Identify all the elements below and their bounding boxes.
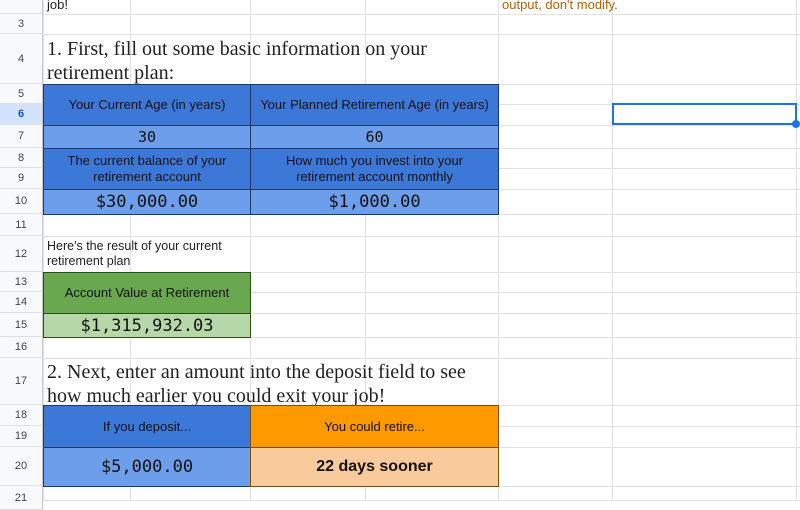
current-age-input[interactable]: 30: [43, 125, 251, 149]
row-gridline: [43, 34, 800, 35]
selected-cell[interactable]: [612, 103, 797, 125]
row-header-19[interactable]: 19: [0, 426, 43, 447]
current-age-label: Your Current Age (in years): [43, 84, 251, 126]
retire-age-label: Your Planned Retirement Age (in years): [250, 84, 499, 126]
row-header-8[interactable]: 8: [0, 148, 43, 168]
result-intro: Here's the result of your current retire…: [47, 239, 222, 268]
retire-sooner-label: You could retire...: [250, 405, 499, 448]
row-header-10[interactable]: 10: [0, 189, 43, 214]
row-gridline: [43, 236, 800, 237]
row-gridline: [43, 292, 800, 293]
fill-handle[interactable]: [792, 120, 800, 128]
deposit-label: If you deposit...: [43, 405, 251, 448]
row-header-4[interactable]: 4: [0, 34, 43, 84]
column-gridline: [43, 0, 44, 500]
monthly-label: How much you invest into your retirement…: [250, 148, 499, 190]
row-header-11[interactable]: 11: [0, 214, 43, 236]
row-header-17[interactable]: 17: [0, 358, 43, 405]
row-header-18[interactable]: 18: [0, 405, 43, 426]
row-header[interactable]: [0, 0, 43, 14]
retire-sooner-output: 22 days sooner: [250, 447, 499, 487]
row-header-6[interactable]: 6: [0, 104, 43, 125]
row-header-14[interactable]: 14: [0, 292, 43, 313]
deposit-input[interactable]: $5,000.00: [43, 447, 251, 487]
row-header-12[interactable]: 12: [0, 236, 43, 272]
row-gridline: [43, 337, 800, 338]
row-header-15[interactable]: 15: [0, 313, 43, 337]
top-note-text: output, don't modify.: [502, 0, 618, 12]
row-gridline: [43, 272, 800, 273]
row-gridline: [43, 358, 800, 359]
balance-label: The current balance of your retirement a…: [43, 148, 251, 190]
row-header-13[interactable]: 13: [0, 272, 43, 292]
column-gridline: [796, 0, 797, 500]
row-header-5[interactable]: 5: [0, 84, 43, 104]
top-left-text: job!: [47, 0, 68, 12]
row-header-20[interactable]: 20: [0, 447, 43, 486]
column-gridline: [250, 0, 251, 500]
row-gridline: [43, 14, 800, 15]
column-gridline: [612, 0, 613, 500]
row-gridline: [43, 500, 800, 501]
row-header-3[interactable]: 3: [0, 14, 43, 34]
retire-age-input[interactable]: 60: [250, 125, 499, 149]
section1-heading: 1. First, fill out some basic informatio…: [47, 38, 427, 84]
section2-heading: 2. Next, enter an amount into the deposi…: [47, 361, 466, 407]
row-header-7[interactable]: 7: [0, 125, 43, 148]
row-header-21[interactable]: 21: [0, 486, 43, 510]
account-value-output: $1,315,932.03: [43, 313, 251, 338]
monthly-input[interactable]: $1,000.00: [250, 189, 499, 215]
row-gridline: [43, 313, 800, 314]
row-header-16[interactable]: 16: [0, 337, 43, 358]
account-value-label: Account Value at Retirement: [43, 272, 251, 314]
row-header-9[interactable]: 9: [0, 168, 43, 189]
column-gridline: [365, 0, 366, 500]
balance-input[interactable]: $30,000.00: [43, 189, 251, 215]
column-gridline: [498, 0, 499, 500]
column-gridline: [130, 0, 131, 500]
